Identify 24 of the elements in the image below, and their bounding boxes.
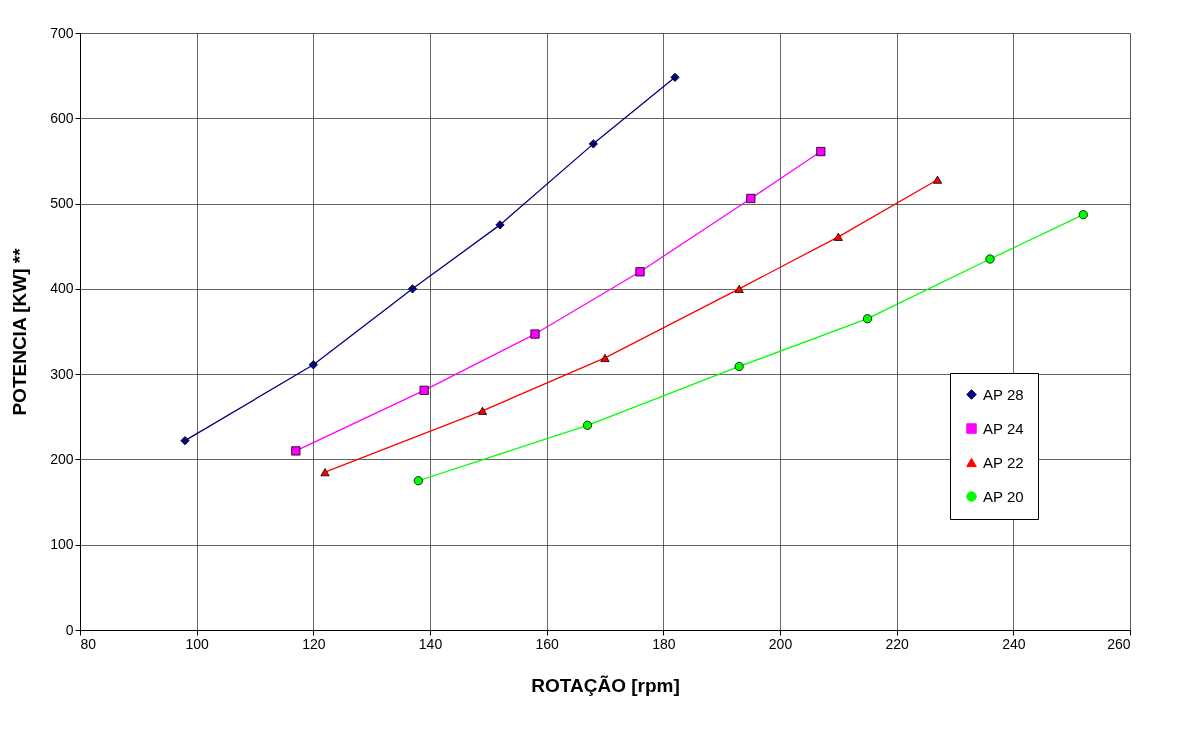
x-tick-label: 240 bbox=[1002, 635, 1026, 652]
y-tick-label: 0 bbox=[65, 621, 74, 638]
x-tick-label: 260 bbox=[1107, 635, 1131, 652]
x-axis-title: ROTAÇÃO [rpm] bbox=[531, 674, 680, 696]
x-tick-label: 200 bbox=[768, 635, 793, 652]
legend-label: AP 24 bbox=[983, 419, 1024, 437]
legend-label: AP 20 bbox=[983, 487, 1024, 505]
y-tick-label: 300 bbox=[50, 365, 74, 382]
x-tick-label: 120 bbox=[302, 635, 326, 652]
x-tick-label: 220 bbox=[885, 635, 910, 652]
y-tick-label: 500 bbox=[50, 195, 74, 212]
x-tick-label: 180 bbox=[652, 635, 676, 652]
y-tick-label: 700 bbox=[50, 24, 74, 41]
y-tick-label: 100 bbox=[50, 536, 74, 553]
y-axis-title: POTENCIA [KW] ** bbox=[9, 247, 31, 416]
legend-label: AP 22 bbox=[983, 453, 1024, 471]
y-tick-label: 600 bbox=[50, 109, 74, 126]
x-tick-label: 140 bbox=[418, 635, 443, 652]
x-tick-label: 80 bbox=[80, 635, 97, 652]
x-tick-label: 160 bbox=[535, 635, 560, 652]
y-tick-label: 400 bbox=[50, 280, 74, 297]
y-tick-label: 200 bbox=[50, 450, 74, 467]
x-tick-label: 100 bbox=[185, 635, 210, 652]
legend-label: AP 28 bbox=[983, 385, 1024, 403]
